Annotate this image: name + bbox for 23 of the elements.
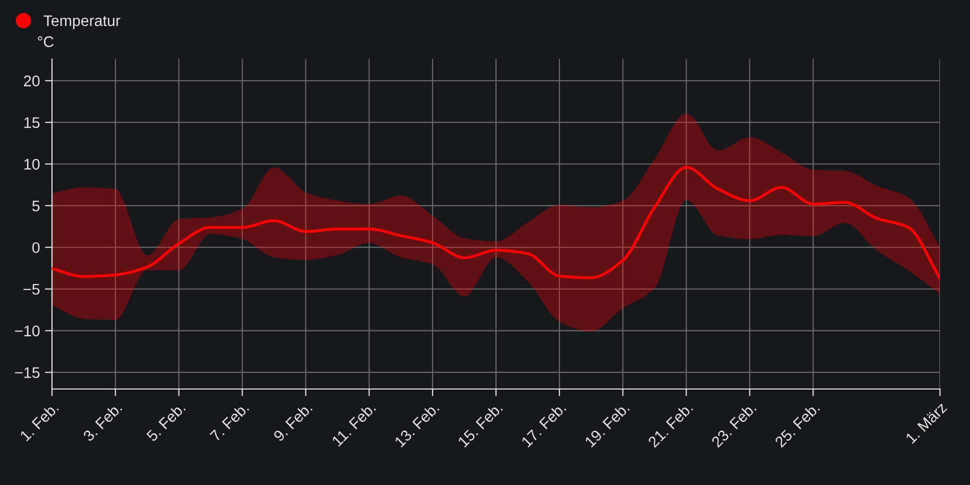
y-tick-label: −5 <box>24 284 40 295</box>
x-tick-label: 13. Feb. <box>394 402 440 448</box>
y-tick-label: 20 <box>24 76 40 86</box>
x-tick-label: 21. Feb. <box>647 402 694 448</box>
x-tick-label: 1. Feb. <box>19 402 59 442</box>
x-tick-label: 19. Feb. <box>584 402 630 448</box>
y-axis-title: °C <box>38 36 54 48</box>
x-tick-label: 9. Feb. <box>272 402 313 442</box>
legend-label: Temperatur <box>44 15 120 30</box>
x-tick-label: 17. Feb. <box>520 402 566 448</box>
y-tick-label: 10 <box>24 158 40 170</box>
x-tick-label: 7. Feb. <box>209 402 250 442</box>
x-tick-label: 25. Feb. <box>774 402 820 448</box>
x-tick-label: 11. Feb. <box>331 402 376 447</box>
x-tick-label: 5. Feb. <box>146 402 186 442</box>
x-tick-label: 3. Feb. <box>82 402 122 442</box>
y-tick-label: 5 <box>32 200 40 212</box>
x-tick-label: 15. Feb. <box>457 402 503 448</box>
y-tick-label: −15 <box>15 367 40 378</box>
y-tick-label: 15 <box>24 117 40 128</box>
x-tick-label: 23. Feb. <box>710 402 757 448</box>
y-tick-label: −10 <box>15 326 40 336</box>
y-tick-label: 0 <box>32 242 40 254</box>
